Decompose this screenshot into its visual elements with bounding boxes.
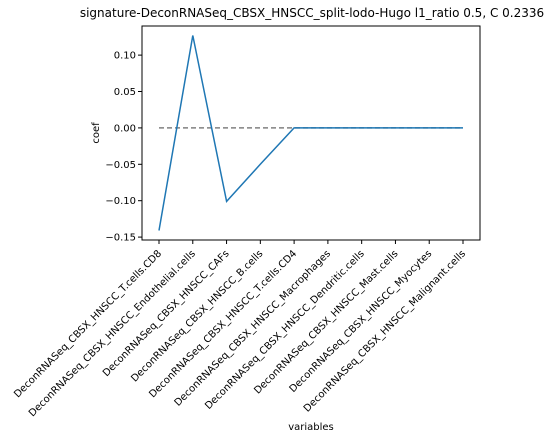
x-axis-label: variables bbox=[288, 422, 334, 433]
y-tick-label: −0.05 bbox=[105, 160, 136, 171]
y-tick-label: −0.10 bbox=[105, 196, 136, 207]
x-tick-label: DeconRNASeq_CBSX_HNSCC_Malignant.cells bbox=[302, 248, 468, 414]
chart-title: signature-DeconRNASeq_CBSX_HNSCC_split-l… bbox=[80, 6, 544, 20]
y-axis-label: coef bbox=[91, 122, 102, 144]
x-tick-label: DeconRNASeq_CBSX_HNSCC_CAFs bbox=[101, 248, 232, 379]
series-line-0 bbox=[158, 35, 463, 231]
plot-frame bbox=[141, 25, 481, 241]
y-tick-label: −0.15 bbox=[105, 233, 136, 244]
y-tick-label: 0.00 bbox=[114, 123, 136, 134]
y-tick-label: 0.10 bbox=[114, 51, 136, 62]
x-tick-label: DeconRNASeq_CBSX_HNSCC_Macrophages bbox=[173, 248, 333, 408]
x-tick-label: DeconRNASeq_CBSX_HNSCC_Dendritic.cells bbox=[203, 248, 367, 412]
y-tick-label: 0.05 bbox=[114, 87, 136, 98]
